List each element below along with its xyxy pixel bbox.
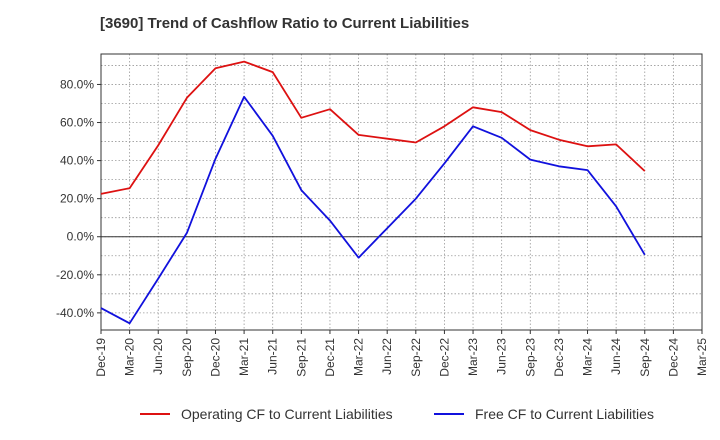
x-tick-label: Jun-20: [151, 338, 165, 375]
legend-label: Free CF to Current Liabilities: [475, 406, 654, 422]
x-tick-label: Dec-22: [437, 338, 451, 377]
x-tick-label: Mar-25: [695, 338, 709, 376]
x-tick-label: Mar-21: [237, 338, 251, 376]
y-tick-label: 20.0%: [60, 192, 94, 206]
x-tick-label: Sep-23: [523, 338, 537, 377]
legend: Operating CF to Current Liabilities Free …: [140, 406, 654, 422]
x-tick-label: Dec-24: [666, 338, 680, 377]
y-tick-label: 60.0%: [60, 116, 94, 130]
plot-frame: [100, 53, 703, 331]
x-tick-label: Mar-24: [581, 338, 595, 376]
x-tick-label: Jun-22: [380, 338, 394, 375]
x-tick-label: Mar-20: [123, 338, 137, 376]
series-layer: [100, 60, 646, 325]
x-tick-label: Sep-20: [180, 338, 194, 377]
series-line-free-cf: [100, 95, 646, 325]
chart-title: [3690] Trend of Cashflow Ratio to Curren…: [100, 15, 470, 32]
y-tick-label: 0.0%: [67, 230, 95, 244]
y-tick-label: -40.0%: [56, 306, 94, 320]
x-tick-label: Mar-22: [352, 338, 366, 376]
x-tick-label: Dec-23: [552, 338, 566, 377]
x-tick-label: Sep-22: [409, 338, 423, 377]
axis-layer: Dec-19 Mar-20 Jun-20 Sep-20 Dec-20 Mar-21 Jun-…: [56, 77, 709, 376]
y-tick-label: -20.0%: [56, 268, 94, 282]
x-tick-label: Sep-21: [294, 338, 308, 377]
x-tick-label: Jun-23: [495, 338, 509, 375]
x-tick-label: Jun-24: [609, 338, 623, 375]
x-tick-label: Dec-21: [323, 338, 337, 377]
x-tick-label: Sep-24: [638, 338, 652, 377]
y-tick-label: 40.0%: [60, 154, 94, 168]
y-tick-label: 80.0%: [60, 77, 94, 91]
x-tick-label: Jun-21: [266, 338, 280, 375]
x-tick-label: Mar-23: [466, 338, 480, 376]
x-tick-label: Dec-20: [208, 338, 222, 377]
legend-label: Operating CF to Current Liabilities: [181, 406, 393, 422]
x-tick-label: Dec-19: [94, 338, 108, 377]
series-line-operating-cf: [100, 60, 646, 195]
grid-layer: [100, 54, 703, 330]
